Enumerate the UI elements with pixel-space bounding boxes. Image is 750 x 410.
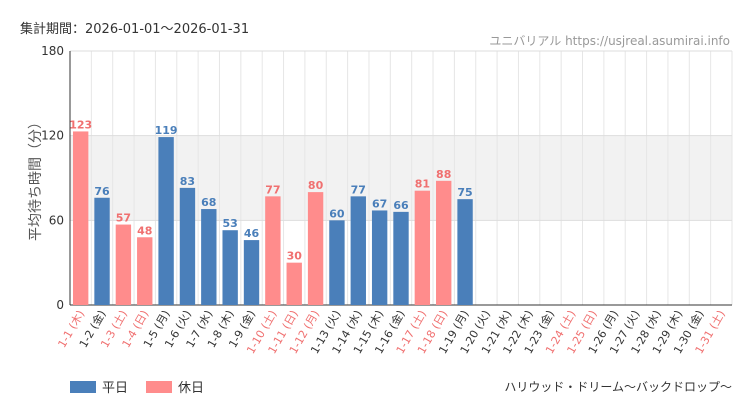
bar-value-label: 123 [69, 118, 92, 131]
legend-item-weekday: 平日 [70, 377, 128, 396]
bar-value-label: 67 [372, 197, 387, 210]
bar-value-label: 57 [116, 212, 131, 225]
bar [94, 197, 110, 305]
bar [179, 187, 196, 305]
bar-value-label: 30 [287, 250, 303, 263]
attraction-name: ハリウッド・ドリーム～バックドロップ～ [504, 380, 732, 394]
bar [137, 237, 153, 305]
bar-value-label: 75 [457, 186, 472, 199]
y-tick-label: 60 [49, 213, 64, 227]
bar [265, 196, 281, 305]
legend: 平日 休日 [70, 377, 222, 396]
site-credit[interactable]: ユニバリアル https://usjreal.asumirai.info [489, 32, 730, 49]
legend-swatch-holiday [146, 380, 173, 393]
bar-value-label: 80 [308, 179, 324, 192]
bar [329, 220, 345, 305]
bar-value-label: 68 [201, 196, 216, 209]
y-tick-label: 120 [41, 129, 64, 143]
bar-value-label: 53 [223, 217, 238, 230]
bar-value-label: 77 [351, 183, 366, 196]
y-tick-label: 180 [41, 44, 64, 58]
bar [243, 240, 260, 305]
legend-item-holiday: 休日 [146, 377, 204, 396]
site-name: ユニバリアル [489, 34, 562, 48]
bar [115, 224, 132, 305]
y-axis-title: 平均待ち時間（分） [28, 115, 44, 241]
bar-value-label: 77 [265, 183, 280, 196]
bar [307, 192, 324, 305]
bar [201, 209, 217, 305]
bar-value-label: 83 [180, 175, 195, 188]
bar [222, 230, 238, 305]
bar-value-label: 81 [415, 178, 430, 191]
bar-value-label: 48 [137, 224, 152, 237]
bar-value-label: 88 [436, 168, 451, 181]
y-tick-label: 0 [56, 298, 64, 312]
bar-value-label: 119 [155, 124, 178, 137]
bar-value-label: 76 [94, 185, 110, 198]
legend-label-weekday: 平日 [102, 381, 129, 396]
bar [72, 131, 89, 305]
bar-value-label: 66 [393, 199, 409, 212]
bar [393, 211, 409, 305]
legend-swatch-weekday [70, 380, 96, 393]
bar [436, 180, 452, 305]
site-url[interactable]: https://usjreal.asumirai.info [565, 34, 730, 48]
bar-value-label: 60 [329, 207, 345, 220]
legend-label-holiday: 休日 [178, 381, 205, 396]
bar [286, 262, 302, 305]
period-label: 集計期間：2026-01-01～2026-01-31 [20, 22, 250, 37]
bar-value-label: 46 [244, 227, 260, 240]
bar [371, 210, 388, 305]
bar [414, 190, 431, 305]
bar [457, 199, 473, 305]
bar [158, 137, 174, 305]
bar [350, 196, 366, 305]
